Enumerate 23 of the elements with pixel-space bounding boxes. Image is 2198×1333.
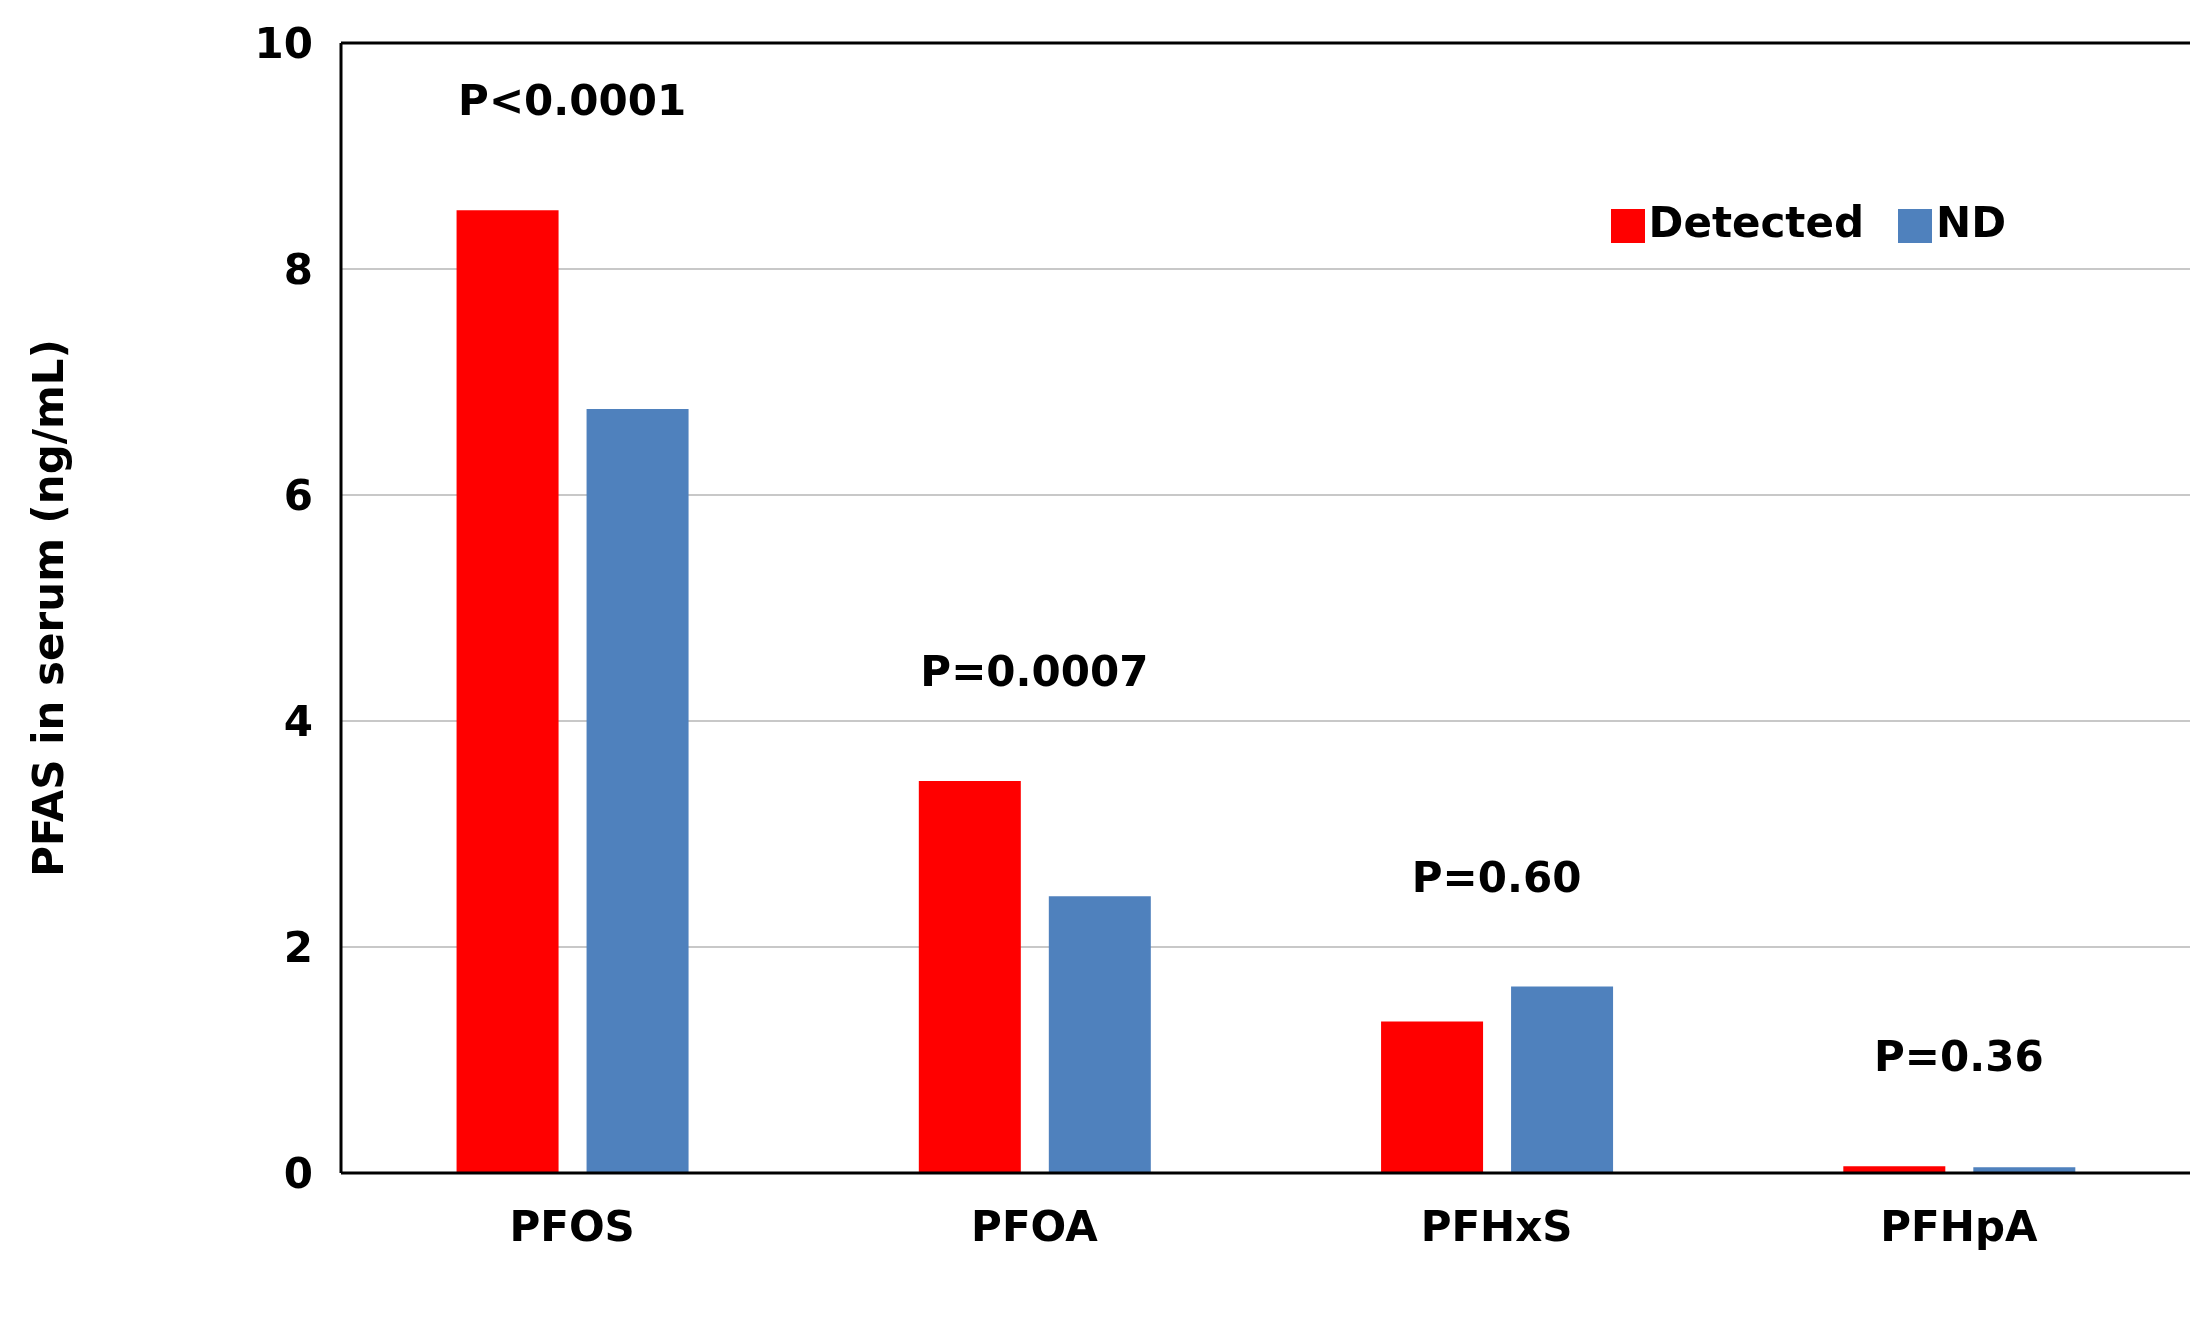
annotation: P=0.0007	[920, 646, 1149, 696]
y-tick-label: 6	[283, 470, 313, 520]
legend-label: ND	[1935, 198, 2006, 247]
y-axis-title: PFAS in serum (ng/mL)	[23, 339, 73, 877]
x-tick-label: PFOS	[509, 1201, 635, 1251]
x-tick-label: PFHxS	[1420, 1201, 1573, 1251]
bar	[918, 780, 1021, 1173]
y-tick-label: 10	[254, 18, 313, 68]
annotation: P<0.0001	[458, 76, 687, 126]
x-tick-label: PFHpA	[1880, 1201, 2038, 1251]
y-tick-label: 2	[283, 922, 313, 972]
legend-label: Detected	[1648, 198, 1864, 247]
x-tick-label: PFOA	[971, 1201, 1099, 1251]
bar	[1048, 896, 1151, 1173]
y-tick-label: 4	[283, 696, 313, 746]
bar	[456, 210, 559, 1173]
bar	[1381, 1021, 1484, 1173]
bar	[1511, 986, 1614, 1173]
bar	[586, 409, 689, 1173]
annotation: P=0.60	[1411, 852, 1582, 902]
y-tick-label: 0	[283, 1148, 313, 1198]
y-tick-label: 8	[283, 244, 313, 294]
annotation: P=0.36	[1874, 1032, 2044, 1082]
